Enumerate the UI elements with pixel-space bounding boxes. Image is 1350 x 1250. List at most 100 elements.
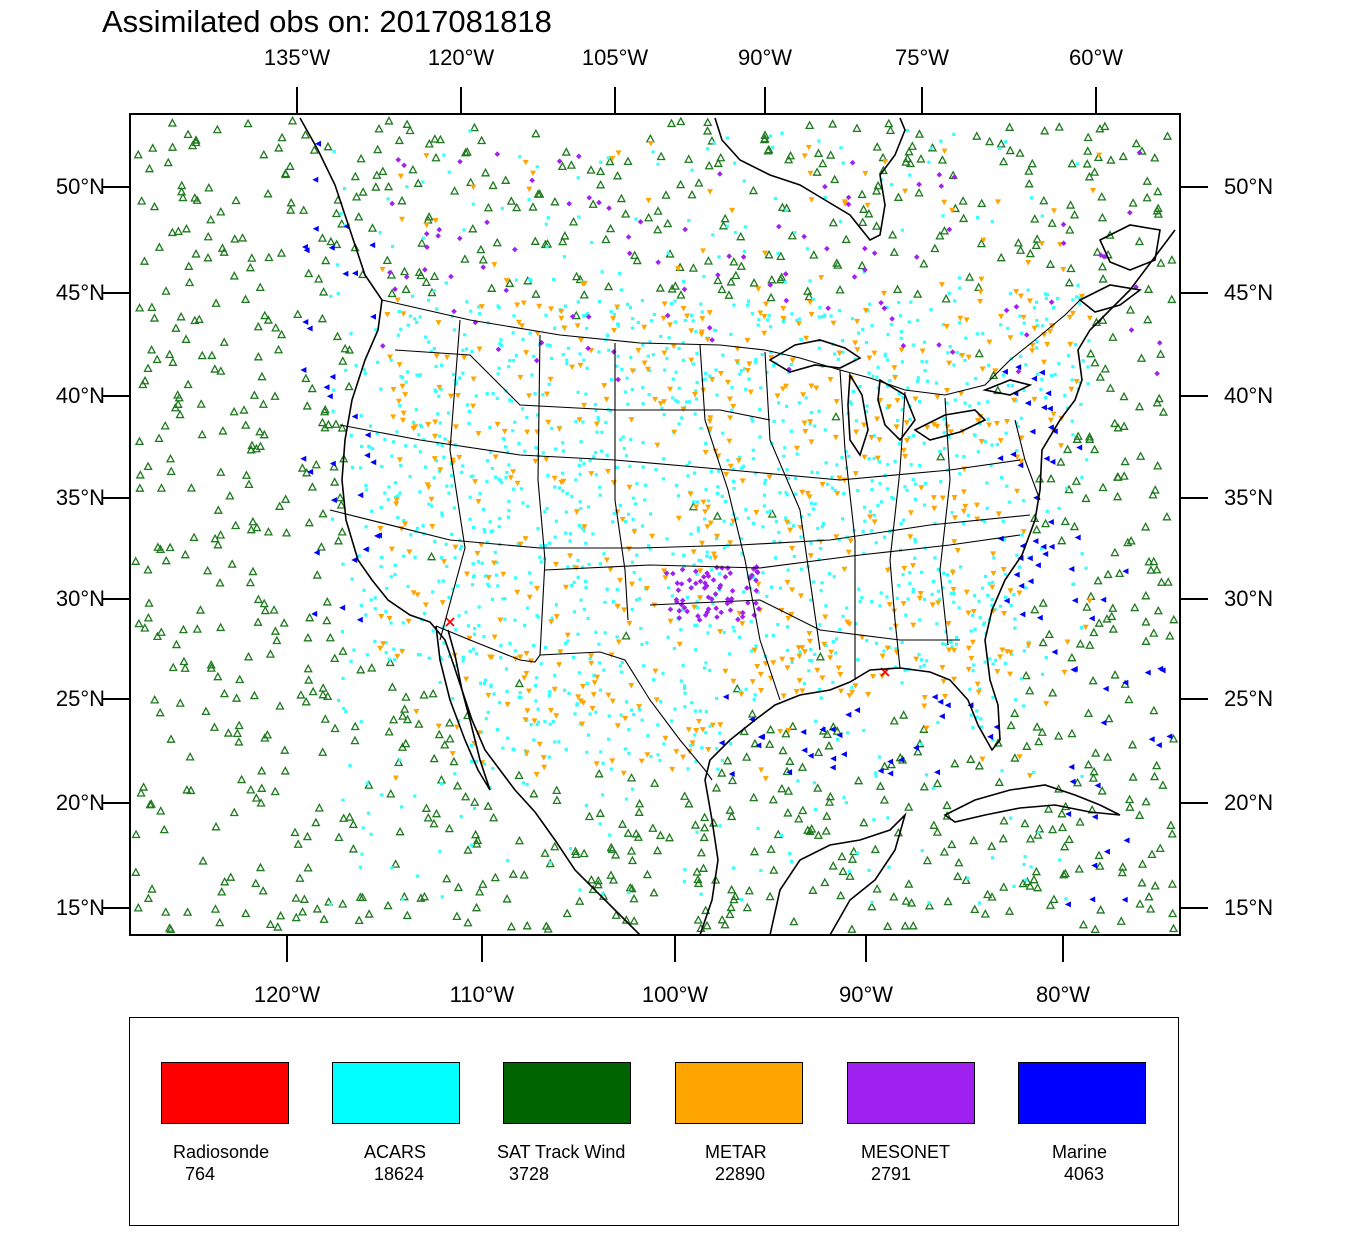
acars-marker	[923, 481, 928, 486]
sat-track-wind-marker	[144, 163, 155, 173]
sat-track-wind-marker	[248, 566, 258, 576]
mesonet-marker	[682, 226, 688, 233]
legend-count: 764	[185, 1164, 216, 1184]
acars-marker	[637, 708, 642, 712]
acars-marker	[432, 476, 436, 480]
metar-marker	[818, 275, 825, 281]
metar-marker	[558, 308, 565, 315]
metar-marker	[576, 417, 583, 423]
metar-marker	[723, 471, 730, 478]
sat-track-wind-marker	[875, 781, 886, 790]
acars-marker	[819, 546, 823, 551]
metar-marker	[833, 399, 840, 405]
acars-marker	[615, 587, 619, 592]
acars-marker	[439, 363, 444, 367]
acars-marker	[449, 474, 454, 478]
sat-track-wind-marker	[684, 798, 694, 808]
acars-marker	[596, 416, 600, 420]
metar-marker	[999, 647, 1006, 654]
acars-marker	[380, 555, 384, 560]
acars-marker	[913, 482, 918, 486]
acars-marker	[702, 274, 706, 279]
acars-marker	[809, 598, 813, 602]
acars-marker	[860, 596, 864, 600]
sat-track-wind-marker	[260, 733, 270, 742]
metar-marker	[386, 615, 393, 622]
sat-track-wind-marker	[699, 812, 710, 822]
acars-marker	[813, 652, 817, 657]
metar-marker	[405, 618, 412, 625]
acars-marker	[1034, 346, 1039, 350]
sat-track-wind-marker	[280, 745, 290, 754]
acars-marker	[627, 728, 631, 732]
marine-marker	[1038, 369, 1045, 376]
sat-track-wind-marker	[766, 292, 776, 302]
sat-track-wind-marker	[471, 829, 481, 839]
acars-marker	[485, 479, 489, 483]
acars-marker	[817, 139, 821, 143]
acars-marker	[393, 481, 398, 485]
sat-track-wind-marker	[634, 807, 644, 816]
mesonet-marker	[727, 607, 734, 613]
acars-marker	[754, 361, 758, 365]
sat-track-wind-marker	[488, 180, 498, 190]
sat-track-wind-marker	[1044, 629, 1054, 639]
acars-marker	[841, 339, 845, 343]
metar-marker	[530, 170, 537, 177]
sat-track-wind-marker	[980, 909, 990, 918]
metar-marker	[797, 593, 804, 599]
sat-track-wind-marker	[1013, 238, 1024, 247]
acars-marker	[1071, 365, 1075, 369]
acars-marker	[1037, 830, 1041, 835]
acars-marker	[817, 558, 821, 562]
acars-marker	[635, 482, 639, 486]
sat-track-wind-marker	[466, 177, 476, 187]
metar-marker	[940, 678, 947, 685]
acars-marker	[925, 659, 929, 663]
sat-track-wind-marker	[350, 242, 360, 252]
acars-marker	[640, 524, 645, 528]
metar-marker	[931, 505, 938, 512]
acars-marker	[691, 362, 695, 366]
acars-marker	[564, 641, 568, 645]
sat-track-wind-marker	[1163, 577, 1173, 586]
sat-track-wind-marker	[1083, 759, 1094, 769]
acars-marker	[918, 618, 922, 622]
mesonet-marker	[1048, 299, 1055, 305]
acars-marker	[582, 529, 586, 533]
acars-marker	[987, 363, 991, 367]
sat-track-wind-marker	[255, 282, 265, 292]
metar-marker	[699, 316, 706, 322]
acars-marker	[824, 643, 828, 648]
metar-marker	[526, 393, 533, 399]
acars-marker	[532, 354, 536, 358]
sat-track-wind-marker	[901, 896, 911, 905]
sat-track-wind-marker	[1104, 713, 1114, 723]
acars-marker	[422, 611, 427, 616]
metar-marker	[556, 426, 563, 432]
metar-marker	[969, 639, 976, 646]
sat-track-wind-marker	[1149, 628, 1159, 637]
legend-item-acars: ACARS 18624	[332, 1018, 503, 1227]
acars-marker	[604, 420, 608, 425]
metar-marker	[377, 525, 384, 532]
metar-marker	[1073, 379, 1080, 385]
sat-track-wind-marker	[1127, 739, 1138, 749]
acars-marker	[627, 512, 631, 516]
metar-marker	[806, 638, 813, 645]
acars-marker	[606, 737, 611, 741]
sat-track-wind-marker	[690, 820, 701, 829]
sat-track-wind-marker	[280, 766, 290, 775]
acars-marker	[876, 365, 880, 369]
metar-marker	[907, 510, 914, 516]
marine-marker	[1091, 862, 1098, 869]
acars-marker	[980, 518, 984, 523]
sat-track-wind-marker	[1090, 924, 1100, 934]
metar-marker	[828, 649, 835, 656]
acars-marker	[964, 336, 968, 340]
acars-marker	[508, 358, 512, 363]
acars-marker	[486, 710, 490, 714]
marine-marker	[1013, 571, 1020, 578]
acars-marker	[570, 494, 574, 499]
sat-track-wind-marker	[1046, 473, 1056, 483]
